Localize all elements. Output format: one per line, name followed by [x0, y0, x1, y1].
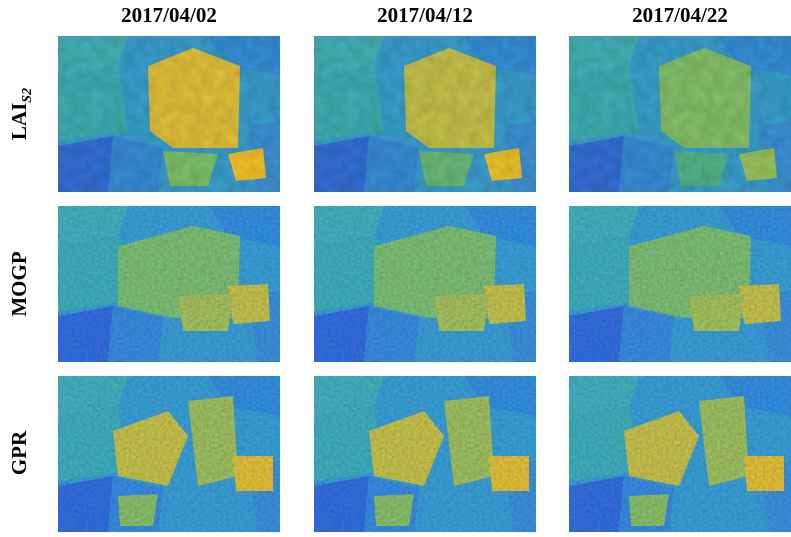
- image-panel: [569, 376, 791, 532]
- image-panel: [58, 206, 280, 362]
- row-label: LAIS2: [7, 88, 35, 140]
- image-panel: [569, 36, 791, 192]
- image-panel: [58, 376, 280, 532]
- column-header: 2017/04/02: [121, 3, 217, 27]
- image-panel: [58, 36, 280, 192]
- row-labels: LAIS2 MOGP GPR: [7, 88, 35, 475]
- row-label: GPR: [7, 430, 31, 475]
- row-label: MOGP: [7, 251, 31, 316]
- column-header: 2017/04/12: [377, 3, 473, 27]
- image-panel: [314, 36, 536, 192]
- column-headers: 2017/04/02 2017/04/12 2017/04/22: [121, 3, 728, 27]
- image-panel: [314, 206, 536, 362]
- column-header: 2017/04/22: [632, 3, 728, 27]
- row-label-subscript: S2: [20, 88, 35, 103]
- row-label-main: LAI: [7, 103, 31, 140]
- image-panel: [314, 376, 536, 532]
- image-panel: [569, 206, 791, 362]
- panels: [58, 36, 791, 532]
